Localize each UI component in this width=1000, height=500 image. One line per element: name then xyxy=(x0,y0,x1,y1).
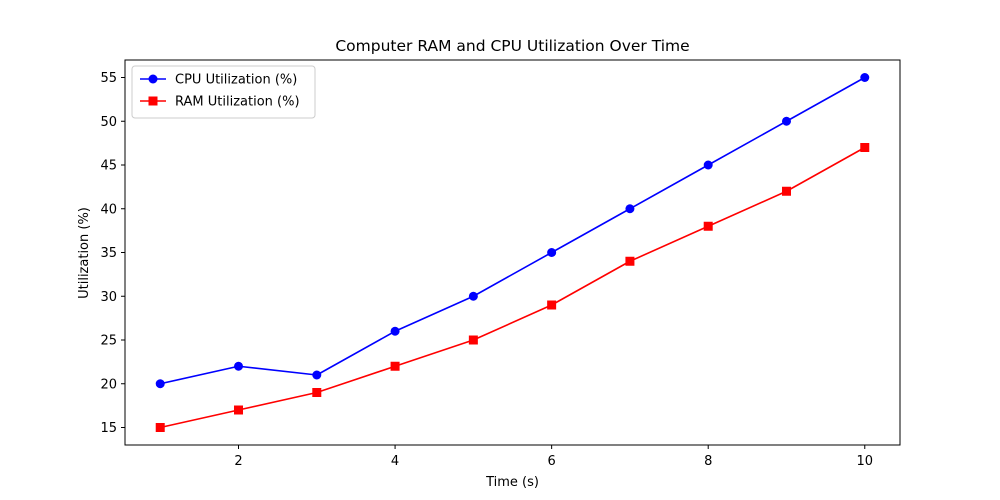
data-point-square xyxy=(860,143,870,152)
data-point-circle xyxy=(390,326,400,336)
legend: CPU Utilization (%) RAM Utilization (%) xyxy=(131,65,316,119)
legend-marker-circle xyxy=(148,74,158,84)
x-tick-label: 2 xyxy=(234,454,242,469)
data-point-square xyxy=(155,423,165,432)
data-point-circle xyxy=(155,379,165,389)
data-point-square xyxy=(781,186,791,196)
data-point-circle xyxy=(547,248,557,257)
legend-label: RAM Utilization (%) xyxy=(175,95,300,110)
data-point-circle xyxy=(312,370,322,380)
y-tick-label: 30 xyxy=(100,290,117,305)
data-point-square xyxy=(312,388,322,397)
data-point-square xyxy=(703,221,713,231)
legend-box xyxy=(131,65,316,119)
y-axis-label: Utilization (%) xyxy=(77,207,92,299)
data-point-circle xyxy=(468,291,478,301)
data-point-square xyxy=(234,405,244,415)
x-tick-label: 8 xyxy=(704,454,712,469)
legend-label: CPU Utilization (%) xyxy=(175,73,297,88)
data-point-square xyxy=(468,335,478,345)
chart-title: Computer RAM and CPU Utilization Over Ti… xyxy=(335,37,689,55)
y-tick-label: 15 xyxy=(100,421,117,436)
data-point-circle xyxy=(625,204,635,214)
series-line xyxy=(160,146,866,429)
data-point-circle xyxy=(781,116,791,126)
x-tick-label: 6 xyxy=(548,454,556,469)
x-tick-label: 4 xyxy=(391,454,399,469)
y-tick-label: 35 xyxy=(100,246,117,261)
y-axis: 15 20 25 30 35 40 45 50 55 xyxy=(100,71,125,436)
x-tick-label: 10 xyxy=(856,454,873,469)
data-point-circle xyxy=(234,361,244,371)
y-tick-label: 50 xyxy=(100,115,117,130)
y-tick-label: 40 xyxy=(100,202,117,217)
y-tick-label: 55 xyxy=(100,71,117,86)
series-layer xyxy=(155,73,870,432)
data-point-square xyxy=(625,256,635,266)
y-tick-label: 25 xyxy=(100,334,117,349)
y-tick-label: 20 xyxy=(100,377,117,392)
series-2 xyxy=(155,143,870,432)
x-axis: 2 4 6 8 10 xyxy=(234,445,873,469)
data-point-square xyxy=(390,361,400,371)
y-tick-label: 45 xyxy=(100,159,117,174)
x-axis-label: Time (s) xyxy=(485,475,539,490)
data-point-circle xyxy=(860,73,870,82)
data-point-square xyxy=(547,300,557,310)
series-line xyxy=(160,76,866,385)
data-point-circle xyxy=(703,160,713,170)
series-1 xyxy=(155,73,870,389)
legend-marker-square xyxy=(148,96,158,106)
